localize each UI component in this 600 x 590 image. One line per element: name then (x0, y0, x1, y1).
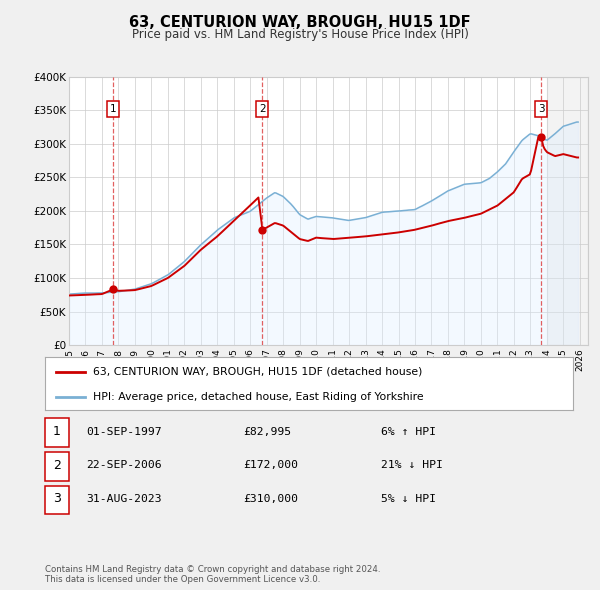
Bar (547, 77, 588, 345)
Text: 3: 3 (538, 104, 545, 114)
Text: £82,995: £82,995 (243, 427, 291, 437)
Text: 1: 1 (110, 104, 116, 114)
Text: 22-SEP-2006: 22-SEP-2006 (86, 460, 161, 470)
Text: 5% ↓ HPI: 5% ↓ HPI (381, 494, 436, 504)
Text: £310,000: £310,000 (243, 494, 298, 504)
Text: 3: 3 (53, 492, 61, 506)
Text: 1: 1 (53, 425, 61, 438)
Text: 63, CENTURION WAY, BROUGH, HU15 1DF: 63, CENTURION WAY, BROUGH, HU15 1DF (129, 15, 471, 30)
Text: 01-SEP-1997: 01-SEP-1997 (86, 427, 161, 437)
Text: £172,000: £172,000 (243, 460, 298, 470)
Text: Contains HM Land Registry data © Crown copyright and database right 2024.
This d: Contains HM Land Registry data © Crown c… (45, 565, 380, 584)
Text: HPI: Average price, detached house, East Riding of Yorkshire: HPI: Average price, detached house, East… (92, 392, 423, 402)
Text: 63, CENTURION WAY, BROUGH, HU15 1DF (detached house): 63, CENTURION WAY, BROUGH, HU15 1DF (det… (92, 367, 422, 377)
Text: 2: 2 (259, 104, 266, 114)
Text: 21% ↓ HPI: 21% ↓ HPI (381, 460, 443, 470)
Text: Price paid vs. HM Land Registry's House Price Index (HPI): Price paid vs. HM Land Registry's House … (131, 28, 469, 41)
Text: 6% ↑ HPI: 6% ↑ HPI (381, 427, 436, 437)
Text: 31-AUG-2023: 31-AUG-2023 (86, 494, 161, 504)
Text: 2: 2 (53, 458, 61, 472)
